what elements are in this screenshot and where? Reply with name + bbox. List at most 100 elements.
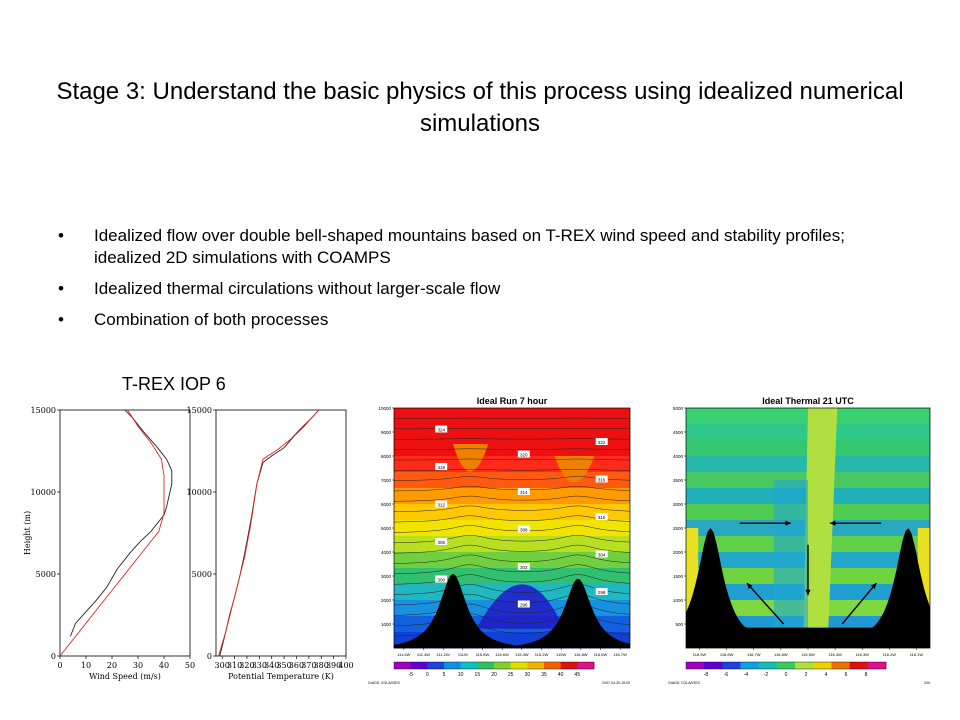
contour-label: 310: [598, 515, 606, 520]
wind-arrow-head: [747, 583, 753, 589]
y-tick-label: 0: [207, 652, 212, 661]
wind-arrow: [841, 582, 877, 625]
colorbar-swatch: [849, 662, 869, 669]
colorbar-label: -2: [764, 672, 769, 678]
contour-label-box: [595, 513, 608, 520]
x-tick-label: 330: [252, 661, 267, 670]
contour-line: [394, 438, 630, 440]
y-tick-label: 5000: [36, 570, 56, 579]
x-tick-label: 111W: [458, 652, 468, 657]
y-tick-label: 0: [51, 652, 56, 661]
x-tick-label: 116.2W: [883, 652, 897, 657]
x-tick-label: 116.1W: [910, 652, 924, 657]
colorbar-swatch: [427, 662, 445, 669]
colorbar-swatch: [460, 662, 478, 669]
colorbar-swatch: [560, 662, 578, 669]
x-tick-label: 111.2W: [437, 652, 450, 657]
field-band: [394, 520, 630, 537]
contour-label: 296: [520, 603, 528, 608]
colorbar-swatch: [544, 662, 561, 669]
colorbar-label: 8: [865, 672, 868, 678]
x-axis-label: Potential Temperature (K): [228, 672, 334, 681]
contour-label-box: [517, 525, 530, 533]
colorbar-swatch: [831, 662, 850, 669]
footer-right: 2007-04-30-15:00: [602, 681, 630, 685]
x-tick-label: 10: [81, 661, 91, 670]
colorbar-label: 15: [475, 672, 481, 678]
contour-label: 312: [437, 503, 445, 508]
y-tick-label: 4000: [381, 550, 392, 555]
y-tick-label: 5000: [192, 570, 212, 579]
y-tick-label: 15000: [31, 406, 56, 415]
contour-label-box: [595, 550, 608, 558]
x-tick-label: 116.5W: [801, 652, 815, 657]
y-tick-label: 7000: [381, 478, 392, 483]
contour-line: [393, 564, 631, 575]
contour-label-box: [435, 500, 448, 508]
y-tick-label: 5000: [673, 406, 684, 411]
contour-label: 320: [520, 453, 528, 458]
contour-label: 322: [598, 440, 606, 445]
contour-label-box: [517, 450, 530, 458]
wind-speed-profile-chart: 0 10 20 30 40 50 0 5000 10000 15000 Wind Speed (m/…: [23, 406, 195, 681]
panel-title: Ideal Thermal 21 UTC: [762, 396, 854, 406]
wind-arrow: [746, 582, 785, 625]
y-tick-label: 10000: [187, 488, 212, 497]
x-tick-label: 116.6W: [774, 652, 788, 657]
contour-label-box: [517, 600, 530, 608]
colorbar-swatch: [444, 662, 461, 669]
x-tick-label: 310: [227, 661, 242, 670]
field-band: [394, 472, 630, 489]
colorbar-frame: [685, 661, 887, 670]
y-tick-label: 15000: [187, 406, 212, 415]
ideal-run-cross-section: Ideal Run 7 hour294296298300302304306308…: [368, 396, 631, 685]
colorbar-label: 0: [426, 672, 429, 678]
wind-arrow-head: [805, 589, 811, 596]
field-band: [394, 424, 630, 441]
contour-line: [393, 458, 631, 461]
field-band: [394, 552, 630, 569]
y-tick-label: 9000: [381, 430, 392, 435]
x-tick-label: 30: [133, 661, 143, 670]
colorbar-label: 0: [785, 672, 788, 678]
colorbar-label: 2: [805, 672, 808, 678]
y-tick-label: 4000: [673, 454, 684, 459]
ideal-profile-line: [59, 409, 165, 657]
panel-title: Ideal Run 7 hour: [477, 396, 548, 406]
colorbar-label: -8: [704, 672, 709, 678]
field-patch: [773, 480, 808, 648]
contour-line: [393, 593, 631, 606]
terrain: [394, 573, 630, 648]
x-tick-label: 115.8W: [476, 652, 490, 657]
x-tick-label: 400: [338, 661, 353, 670]
y-tick-label: 1500: [673, 574, 684, 579]
colorbar-swatch: [527, 662, 545, 669]
colorbar-label: -5: [408, 672, 413, 678]
contour-label-box: [517, 563, 530, 570]
contour-label: 298: [598, 590, 606, 595]
colorbar-label: 10: [458, 672, 464, 678]
colorbar-label: 4: [825, 672, 828, 678]
colorbar-frame: [393, 661, 595, 670]
contour-label-box: [435, 463, 448, 470]
x-tick-label: 115W: [556, 652, 566, 657]
x-tick-label: 50: [185, 661, 195, 670]
y-tick-label: 10000: [378, 406, 391, 411]
wind-arrow-head: [870, 583, 877, 590]
colorbar-swatch: [776, 662, 796, 669]
y-axis-label: Height (m): [23, 511, 32, 555]
x-tick-label: 390: [326, 661, 341, 670]
x-tick-label: 300: [215, 661, 230, 670]
footer-left: GrADS: COLA/IGES: [668, 681, 701, 685]
x-tick-label: 40: [159, 661, 169, 670]
y-tick-label: 3000: [673, 502, 684, 507]
colorbar-swatch: [795, 662, 814, 669]
colorbar-label: 40: [558, 672, 564, 678]
colorbar-label: 20: [491, 672, 497, 678]
y-tick-label: 8000: [381, 454, 392, 459]
slide-title: Stage 3: Understand the basic physics of…: [56, 78, 904, 137]
contour-line: [394, 525, 631, 533]
colorbar-swatch: [740, 662, 760, 669]
contour-line: [393, 486, 631, 492]
